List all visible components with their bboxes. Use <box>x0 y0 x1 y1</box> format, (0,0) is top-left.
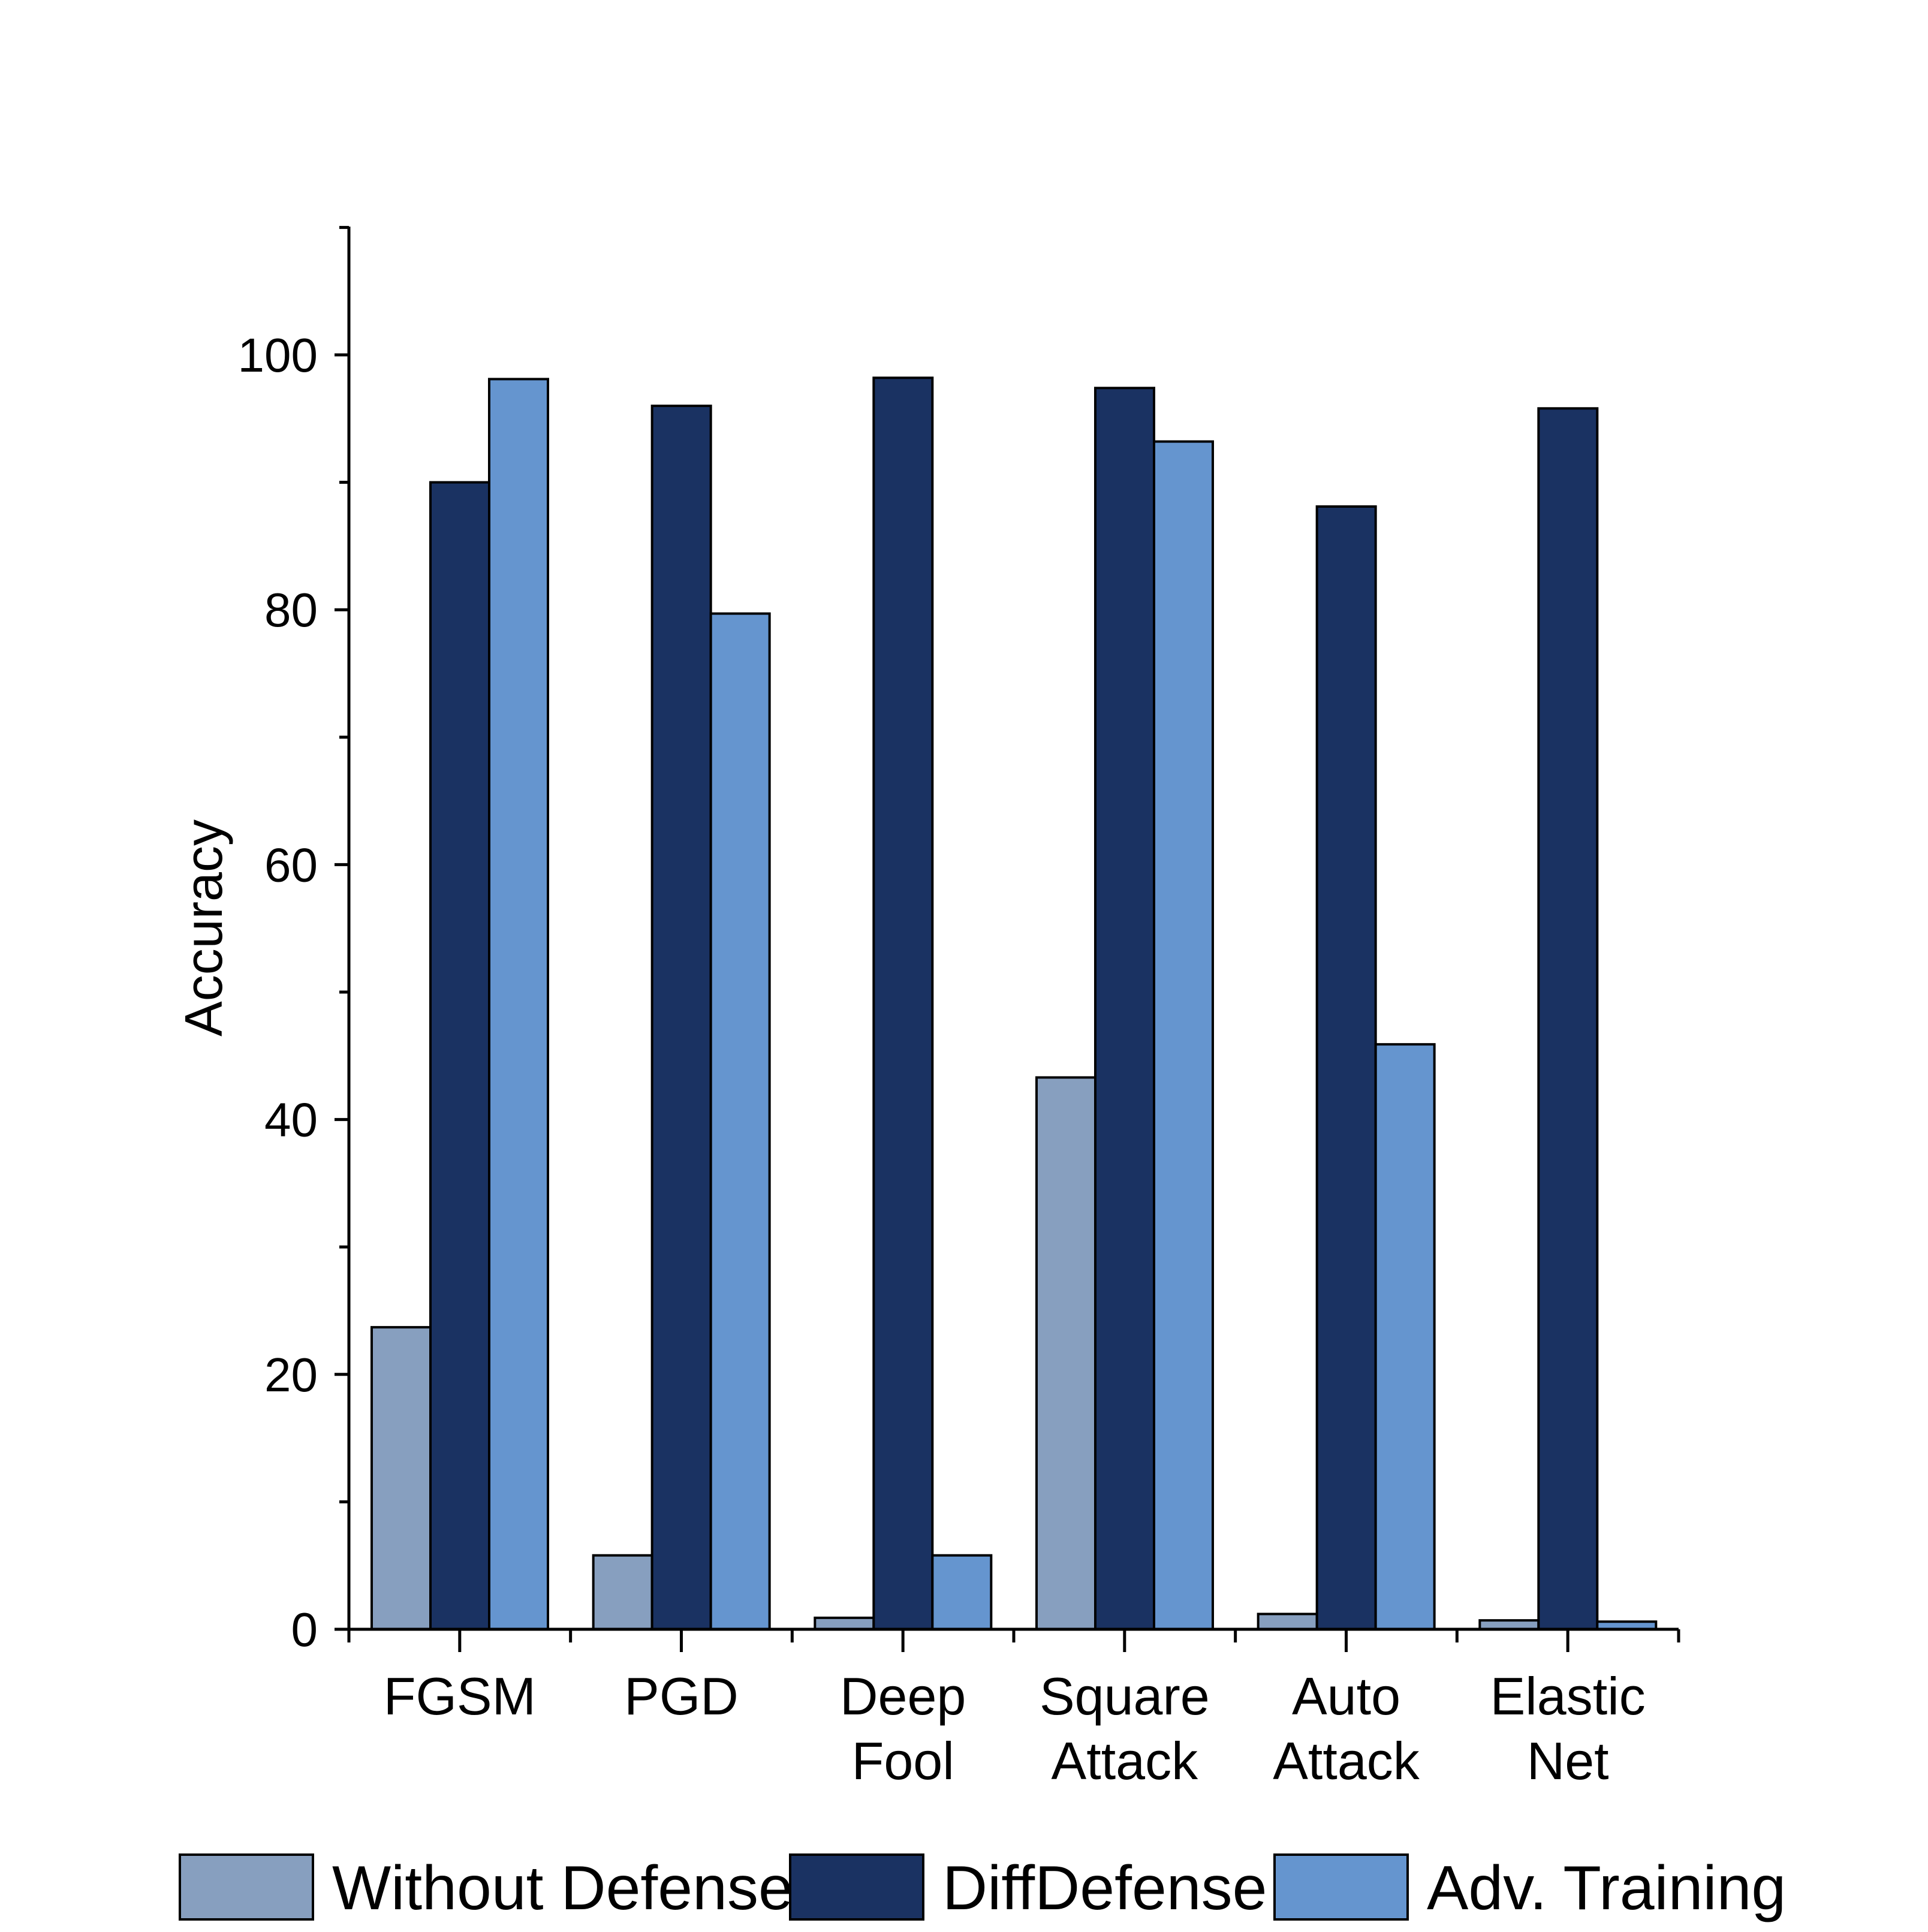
y-tick-label-80: 80 <box>264 583 318 637</box>
bar-diffdefense-2 <box>872 376 934 1630</box>
legend: Without Defense DiffDefense Adv. Training <box>179 1853 1786 1923</box>
legend-swatch-1 <box>789 1853 924 1921</box>
x-tick-label-4: Auto Attack <box>1273 1666 1420 1791</box>
bar-adv-training-2 <box>931 1554 993 1630</box>
labels-layer: 0 20 40 60 80 100 FGSM PGD Deep Fool Square Attack A… <box>174 328 1646 1791</box>
bar-without-defense-1 <box>592 1554 653 1630</box>
legend-label-2: Adv. Training <box>1427 1853 1786 1923</box>
y-tick-label-20: 20 <box>264 1348 318 1401</box>
bar-diffdefense-5 <box>1537 407 1599 1630</box>
x-tick-label-2: Deep Fool <box>840 1666 966 1791</box>
bars-layer <box>370 376 1658 1631</box>
y-axis-title: Accuracy <box>174 819 233 1036</box>
y-tick-label-0: 0 <box>291 1603 318 1656</box>
bar-without-defense-4 <box>1257 1612 1318 1631</box>
bar-adv-training-1 <box>709 612 771 1630</box>
x-tick-label-3: Square Attack <box>1040 1666 1210 1791</box>
legend-label-1: DiffDefense <box>942 1853 1267 1923</box>
x-tick-label-5: Elastic Net <box>1490 1666 1646 1791</box>
bar-diffdefense-4 <box>1315 505 1377 1630</box>
bar-without-defense-2 <box>814 1616 875 1630</box>
bar-adv-training-4 <box>1374 1043 1436 1630</box>
y-tick-label-100: 100 <box>238 328 318 382</box>
bar-adv-training-3 <box>1153 440 1214 1630</box>
x-tick-label-1: PGD <box>624 1666 739 1726</box>
legend-label-0: Without Defense <box>332 1853 793 1923</box>
y-tick-label-40: 40 <box>264 1093 318 1147</box>
x-tick-label-0: FGSM <box>384 1666 536 1726</box>
bar-without-defense-3 <box>1035 1076 1096 1630</box>
bar-adv-training-0 <box>488 378 549 1630</box>
legend-swatch-2 <box>1273 1853 1409 1921</box>
axes-layer <box>335 225 1680 1652</box>
bar-without-defense-0 <box>370 1326 432 1630</box>
bar-diffdefense-0 <box>429 481 490 1630</box>
bar-diffdefense-1 <box>650 405 712 1630</box>
y-tick-label-60: 60 <box>264 838 318 891</box>
legend-swatch-0 <box>179 1853 314 1921</box>
bar-diffdefense-3 <box>1094 387 1155 1631</box>
